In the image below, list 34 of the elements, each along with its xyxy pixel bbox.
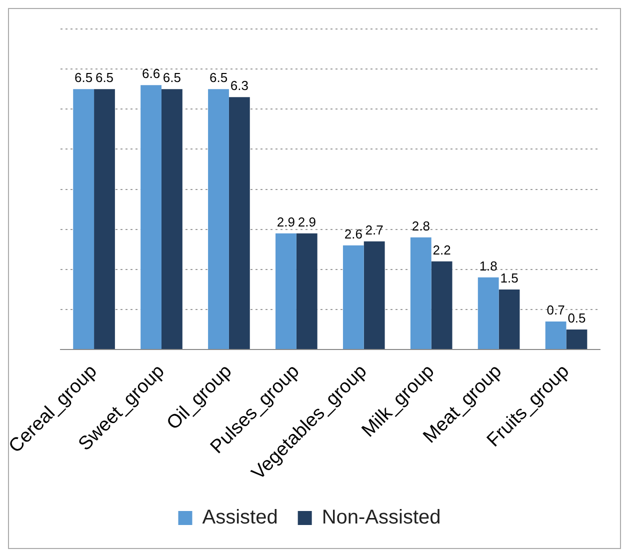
data-label: 0.7 bbox=[546, 302, 565, 318]
bar bbox=[276, 233, 296, 350]
data-label: 2.8 bbox=[412, 218, 430, 234]
data-label: 6.5 bbox=[209, 70, 228, 86]
bar bbox=[208, 89, 229, 350]
bar bbox=[162, 89, 182, 350]
bar bbox=[431, 261, 452, 350]
bar bbox=[342, 245, 364, 350]
data-label: 6.5 bbox=[74, 70, 93, 86]
bar bbox=[296, 233, 318, 350]
bar bbox=[364, 241, 385, 350]
data-label: 6.5 bbox=[95, 70, 114, 86]
data-label: 2.6 bbox=[344, 226, 362, 242]
data-label: 2.7 bbox=[365, 222, 384, 238]
data-label: 6.3 bbox=[230, 78, 248, 94]
data-label: 2.9 bbox=[298, 214, 316, 230]
bar bbox=[94, 89, 115, 350]
bar bbox=[478, 277, 499, 350]
data-label: 1.8 bbox=[479, 258, 498, 274]
data-label: 2.9 bbox=[276, 214, 296, 230]
data-label: 6.5 bbox=[162, 70, 181, 86]
bar bbox=[410, 237, 432, 350]
bar bbox=[566, 330, 588, 350]
data-label: 6.6 bbox=[142, 66, 160, 82]
bar bbox=[228, 97, 250, 350]
bar bbox=[73, 89, 94, 350]
data-label: 1.5 bbox=[500, 270, 518, 286]
legend-label: Assisted bbox=[202, 506, 278, 529]
legend-label: Non-Assisted bbox=[322, 506, 441, 529]
bar bbox=[140, 85, 162, 350]
data-label: 0.5 bbox=[568, 310, 586, 326]
bar bbox=[545, 322, 566, 350]
data-label: 2.2 bbox=[432, 242, 451, 258]
bar bbox=[498, 289, 520, 350]
